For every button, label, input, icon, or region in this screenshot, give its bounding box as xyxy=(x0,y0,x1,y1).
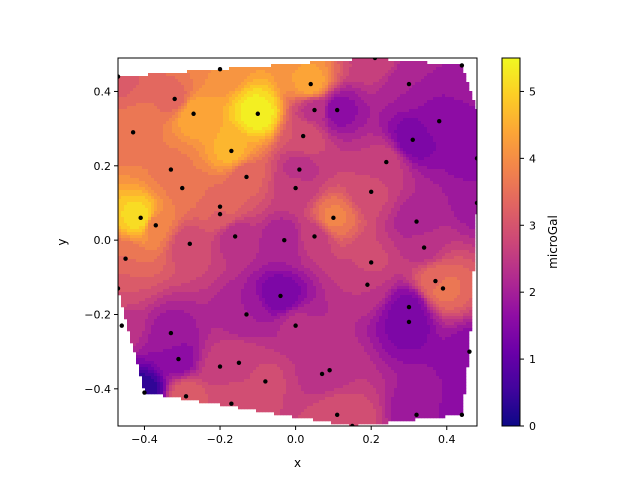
data-point xyxy=(407,320,411,324)
data-point xyxy=(169,167,173,171)
data-point xyxy=(407,82,411,86)
colorbar-tick-label: 4 xyxy=(529,152,536,165)
data-point xyxy=(327,368,331,372)
data-point xyxy=(131,130,135,134)
data-point xyxy=(433,279,437,283)
data-point xyxy=(244,312,248,316)
colorbar-gradient xyxy=(502,58,520,426)
data-point xyxy=(191,112,195,116)
colorbar: 0 1 2 3 4 5 microGal xyxy=(502,58,560,433)
contour-fill xyxy=(118,58,478,427)
data-point xyxy=(365,283,369,287)
y-axis-label: y xyxy=(55,238,69,245)
data-point xyxy=(237,361,241,365)
data-point xyxy=(369,260,373,264)
colorbar-tick-label: 1 xyxy=(529,353,536,366)
data-point xyxy=(369,190,373,194)
colorbar-ticks: 0 1 2 3 4 5 xyxy=(520,85,536,433)
data-point xyxy=(218,204,222,208)
data-point xyxy=(218,212,222,216)
data-point xyxy=(320,372,324,376)
data-point xyxy=(138,216,142,220)
data-point xyxy=(335,413,339,417)
data-point xyxy=(301,134,305,138)
data-point xyxy=(172,97,176,101)
colorbar-tick-label: 3 xyxy=(529,219,536,232)
data-point xyxy=(293,323,297,327)
x-axis: −0.4 −0.2 0.0 0.2 0.4 xyxy=(131,426,455,446)
data-point xyxy=(188,242,192,246)
colorbar-tick-label: 2 xyxy=(529,286,536,299)
colorbar-label: microGal xyxy=(546,215,560,269)
colorbar-tick-label: 5 xyxy=(529,85,536,98)
y-tick-label: 0.2 xyxy=(94,160,112,173)
data-point xyxy=(169,331,173,335)
data-point xyxy=(407,305,411,309)
data-point xyxy=(278,294,282,298)
data-point xyxy=(256,112,260,116)
data-point xyxy=(312,234,316,238)
data-point xyxy=(180,186,184,190)
y-axis: −0.4 −0.2 0.0 0.2 0.4 xyxy=(84,85,118,395)
data-point xyxy=(460,63,464,67)
y-tick-label: −0.4 xyxy=(84,383,111,396)
data-point xyxy=(218,67,222,71)
data-point xyxy=(414,219,418,223)
data-point xyxy=(176,357,180,361)
data-point xyxy=(441,286,445,290)
data-point xyxy=(414,413,418,417)
data-point xyxy=(422,245,426,249)
y-tick-label: −0.2 xyxy=(84,308,111,321)
data-point xyxy=(331,216,335,220)
data-point xyxy=(233,234,237,238)
x-axis-label: x xyxy=(294,456,301,470)
x-tick-label: −0.2 xyxy=(207,433,234,446)
data-point xyxy=(184,394,188,398)
data-point xyxy=(229,401,233,405)
data-point xyxy=(335,108,339,112)
x-tick-label: 0.4 xyxy=(438,433,456,446)
x-tick-label: −0.4 xyxy=(131,433,158,446)
data-point xyxy=(123,257,127,261)
data-point xyxy=(467,349,471,353)
data-point xyxy=(218,364,222,368)
data-point xyxy=(309,82,313,86)
data-point xyxy=(411,138,415,142)
data-point xyxy=(312,108,316,112)
data-point xyxy=(154,223,158,227)
x-tick-label: 0.0 xyxy=(287,433,305,446)
data-point xyxy=(293,186,297,190)
colorbar-tick-label: 0 xyxy=(529,420,536,433)
data-point xyxy=(229,149,233,153)
data-point xyxy=(120,323,124,327)
data-point xyxy=(297,167,301,171)
data-point xyxy=(263,379,267,383)
x-tick-label: 0.2 xyxy=(362,433,380,446)
data-point xyxy=(437,119,441,123)
data-point xyxy=(142,390,146,394)
y-tick-label: 0.0 xyxy=(94,234,112,247)
data-point xyxy=(384,160,388,164)
data-point xyxy=(460,413,464,417)
y-tick-label: 0.4 xyxy=(94,85,112,98)
data-point xyxy=(282,238,286,242)
data-point xyxy=(244,175,248,179)
